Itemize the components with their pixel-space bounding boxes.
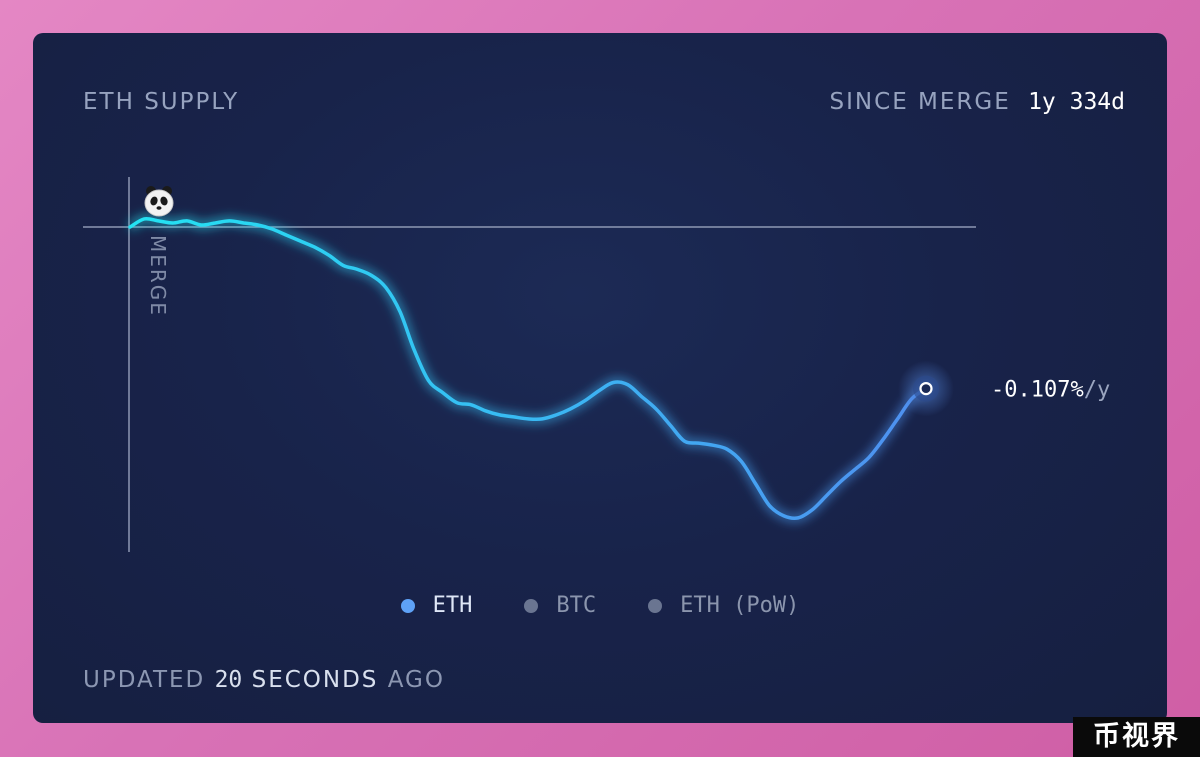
legend-label: ETH (PoW) <box>680 593 800 618</box>
legend-item-btc[interactable]: BTC <box>524 593 596 618</box>
updated-unit: SECONDS <box>251 667 379 693</box>
eth-series-glow <box>127 214 929 523</box>
legend-dot-icon <box>524 598 539 613</box>
panda-icon <box>144 186 174 217</box>
since-merge-value: 1y 334d <box>1028 89 1125 115</box>
card-title: ETH SUPPLY <box>83 89 240 115</box>
end-value-number: -0.107% <box>991 378 1084 403</box>
legend-label: ETH <box>432 593 473 618</box>
watermark-logo: 币视界 <box>1073 717 1200 757</box>
chart-legend: ETH BTC ETH (PoW) <box>33 593 1167 618</box>
updated-status: UPDATED 20 SECONDS AGO <box>83 667 445 693</box>
end-value-label: -0.107%/y <box>991 378 1110 403</box>
eth-supply-card: ETH SUPPLY SINCE MERGE 1y 334d MERGE <box>33 33 1167 723</box>
legend-dot-icon <box>400 598 415 613</box>
circle-endpoint-icon <box>898 360 954 417</box>
supply-chart: MERGE -0.107%/y <box>83 177 1110 552</box>
eth-series-line <box>128 216 928 521</box>
since-merge-label: SINCE MERGE <box>829 89 1011 115</box>
since-merge-readout: SINCE MERGE 1y 334d <box>830 89 1125 115</box>
legend-item-eth[interactable]: ETH <box>400 593 473 618</box>
end-value-unit: /y <box>1084 378 1111 403</box>
merge-marker-label: MERGE <box>146 235 170 317</box>
updated-suffix: AGO <box>387 667 445 693</box>
legend-item-eth-pow[interactable]: ETH (PoW) <box>648 593 799 618</box>
updated-prefix: UPDATED <box>83 667 206 693</box>
legend-dot-icon <box>648 598 663 613</box>
legend-label: BTC <box>556 593 597 618</box>
updated-value: 20 <box>214 667 243 693</box>
